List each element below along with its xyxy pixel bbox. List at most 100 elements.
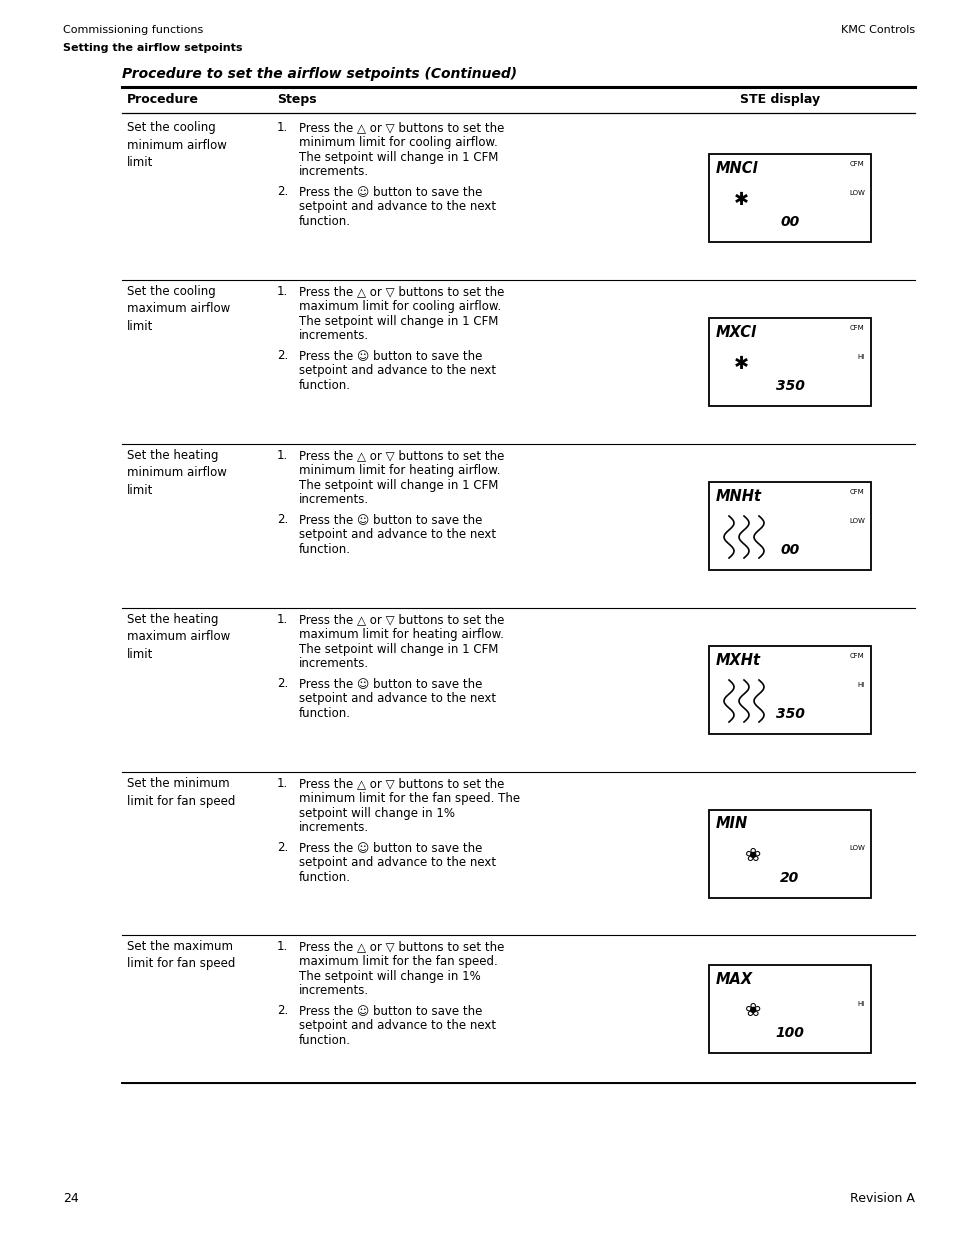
Text: setpoint and advance to the next: setpoint and advance to the next [298,200,496,212]
Text: HI: HI [857,1002,864,1007]
Text: The setpoint will change in 1%: The setpoint will change in 1% [298,969,480,983]
Text: setpoint and advance to the next: setpoint and advance to the next [298,856,496,869]
Text: 2.: 2. [276,677,288,690]
Text: maximum limit for cooling airflow.: maximum limit for cooling airflow. [298,300,500,312]
Text: setpoint will change in 1%: setpoint will change in 1% [298,806,455,820]
Text: MAX: MAX [716,972,752,987]
Text: Press the ☺ button to save the: Press the ☺ button to save the [298,841,482,855]
Text: 1.: 1. [276,121,288,135]
Text: Procedure to set the airflow setpoints (Continued): Procedure to set the airflow setpoints (… [122,67,517,82]
Text: 1.: 1. [276,940,288,953]
Text: Set the heating
maximum airflow
limit: Set the heating maximum airflow limit [127,613,230,661]
Text: 100: 100 [775,1026,803,1040]
Text: CFM: CFM [848,489,863,495]
Text: Press the △ or ▽ buttons to set the: Press the △ or ▽ buttons to set the [298,777,504,790]
Text: 00: 00 [780,215,799,228]
Text: 20: 20 [780,871,799,884]
Text: ❀: ❀ [744,1002,760,1020]
Text: Set the cooling
maximum airflow
limit: Set the cooling maximum airflow limit [127,285,230,333]
Text: HI: HI [857,354,864,359]
Text: CFM: CFM [848,161,863,167]
Text: maximum limit for the fan speed.: maximum limit for the fan speed. [298,955,497,968]
Text: Press the ☺ button to save the: Press the ☺ button to save the [298,1004,482,1018]
Text: The setpoint will change in 1 CFM: The setpoint will change in 1 CFM [298,479,497,492]
Text: Set the maximum
limit for fan speed: Set the maximum limit for fan speed [127,940,235,971]
Text: setpoint and advance to the next: setpoint and advance to the next [298,1019,496,1032]
Text: MNHt: MNHt [716,489,761,504]
Text: The setpoint will change in 1 CFM: The setpoint will change in 1 CFM [298,642,497,656]
Text: increments.: increments. [298,821,369,835]
Text: setpoint and advance to the next: setpoint and advance to the next [298,692,496,705]
Text: Press the ☺ button to save the: Press the ☺ button to save the [298,185,482,198]
Text: function.: function. [298,1034,351,1047]
Text: 24: 24 [63,1192,79,1205]
Text: KMC Controls: KMC Controls [840,25,914,35]
Text: Press the △ or ▽ buttons to set the: Press the △ or ▽ buttons to set the [298,285,504,298]
Text: CFM: CFM [848,325,863,331]
Text: Press the ☺ button to save the: Press the ☺ button to save the [298,514,482,526]
Text: Set the heating
minimum airflow
limit: Set the heating minimum airflow limit [127,450,227,496]
Text: Press the △ or ▽ buttons to set the: Press the △ or ▽ buttons to set the [298,450,504,462]
Text: increments.: increments. [298,165,369,178]
Text: minimum limit for the fan speed. The: minimum limit for the fan speed. The [298,792,519,805]
Text: function.: function. [298,379,351,391]
Text: Commissioning functions: Commissioning functions [63,25,203,35]
Text: function.: function. [298,706,351,720]
Text: setpoint and advance to the next: setpoint and advance to the next [298,364,496,377]
Text: function.: function. [298,871,351,884]
Text: 00: 00 [780,543,799,557]
Text: 1.: 1. [276,285,288,298]
Text: MXCl: MXCl [716,325,757,340]
Text: Revision A: Revision A [849,1192,914,1205]
Bar [708,154,870,242]
Text: HI: HI [857,682,864,688]
Text: 2.: 2. [276,514,288,526]
Text: LOW: LOW [848,190,864,196]
Text: LOW: LOW [848,846,864,851]
Text: 2.: 2. [276,1004,288,1018]
Text: increments.: increments. [298,984,369,998]
Text: Set the minimum
limit for fan speed: Set the minimum limit for fan speed [127,777,235,808]
Bar [708,646,870,734]
Text: increments.: increments. [298,330,369,342]
Text: Steps: Steps [276,93,316,106]
Text: LOW: LOW [848,517,864,524]
Text: 2.: 2. [276,841,288,855]
Text: Press the △ or ▽ buttons to set the: Press the △ or ▽ buttons to set the [298,613,504,626]
Bar [708,809,870,898]
Text: MNCl: MNCl [716,161,758,177]
Text: ✱: ✱ [733,354,748,373]
Text: Press the ☺ button to save the: Press the ☺ button to save the [298,677,482,690]
Text: STE display: STE display [740,93,820,106]
Bar [708,317,870,406]
Bar [708,965,870,1053]
Text: Setting the airflow setpoints: Setting the airflow setpoints [63,43,242,53]
Text: 1.: 1. [276,450,288,462]
Text: Press the ☺ button to save the: Press the ☺ button to save the [298,350,482,362]
Text: minimum limit for heating airflow.: minimum limit for heating airflow. [298,464,500,477]
Text: function.: function. [298,543,351,556]
Text: Set the cooling
minimum airflow
limit: Set the cooling minimum airflow limit [127,121,227,169]
Text: Press the △ or ▽ buttons to set the: Press the △ or ▽ buttons to set the [298,940,504,953]
Text: ❀: ❀ [744,846,760,864]
Text: MIN: MIN [716,816,747,831]
Text: Procedure: Procedure [127,93,199,106]
Text: 2.: 2. [276,350,288,362]
Text: maximum limit for heating airflow.: maximum limit for heating airflow. [298,627,503,641]
Text: increments.: increments. [298,494,369,506]
Text: function.: function. [298,215,351,227]
Text: ✱: ✱ [733,191,748,209]
Text: increments.: increments. [298,657,369,671]
Text: 350: 350 [775,706,803,721]
Text: The setpoint will change in 1 CFM: The setpoint will change in 1 CFM [298,151,497,163]
Text: MXHt: MXHt [716,653,760,668]
Text: 1.: 1. [276,777,288,790]
Text: Press the △ or ▽ buttons to set the: Press the △ or ▽ buttons to set the [298,121,504,135]
Text: 350: 350 [775,379,803,393]
Text: 1.: 1. [276,613,288,626]
Text: setpoint and advance to the next: setpoint and advance to the next [298,529,496,541]
Text: CFM: CFM [848,653,863,659]
Bar [708,482,870,571]
Text: minimum limit for cooling airflow.: minimum limit for cooling airflow. [298,136,497,148]
Text: 2.: 2. [276,185,288,198]
